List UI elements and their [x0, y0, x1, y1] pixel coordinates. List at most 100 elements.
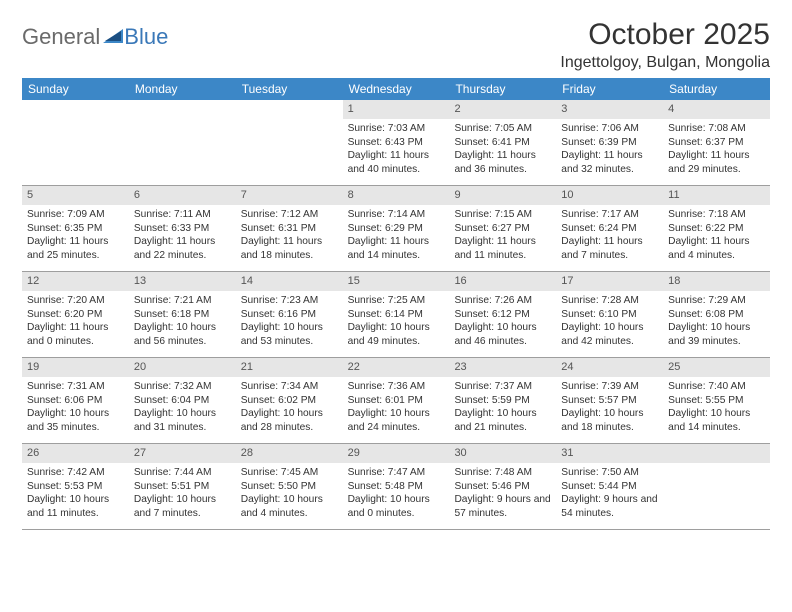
sunset-line: Sunset: 6:39 PM: [561, 136, 658, 150]
sunrise-line: Sunrise: 7:28 AM: [561, 294, 658, 308]
daylight-line: Daylight: 10 hours and 21 minutes.: [454, 407, 551, 435]
day-number: 25: [663, 358, 770, 377]
week-row: 5Sunrise: 7:09 AMSunset: 6:35 PMDaylight…: [22, 186, 770, 272]
day-number: 8: [343, 186, 450, 205]
day-cell: 4Sunrise: 7:08 AMSunset: 6:37 PMDaylight…: [663, 100, 770, 185]
daylight-line: Daylight: 9 hours and 57 minutes.: [454, 493, 551, 521]
daylight-line: Daylight: 10 hours and 31 minutes.: [134, 407, 231, 435]
day-cell: 21Sunrise: 7:34 AMSunset: 6:02 PMDayligh…: [236, 358, 343, 443]
sunset-line: Sunset: 5:50 PM: [241, 480, 338, 494]
day-cell: 5Sunrise: 7:09 AMSunset: 6:35 PMDaylight…: [22, 186, 129, 271]
sunrise-line: Sunrise: 7:15 AM: [454, 208, 551, 222]
day-header-row: Sunday Monday Tuesday Wednesday Thursday…: [22, 78, 770, 100]
day-number: 3: [556, 100, 663, 119]
day-number: 5: [22, 186, 129, 205]
day-number: 30: [449, 444, 556, 463]
sunset-line: Sunset: 6:14 PM: [348, 308, 445, 322]
day-number: 9: [449, 186, 556, 205]
day-cell: 27Sunrise: 7:44 AMSunset: 5:51 PMDayligh…: [129, 444, 236, 529]
day-cell: 10Sunrise: 7:17 AMSunset: 6:24 PMDayligh…: [556, 186, 663, 271]
day-number: 18: [663, 272, 770, 291]
day-number: 17: [556, 272, 663, 291]
day-cell: 25Sunrise: 7:40 AMSunset: 5:55 PMDayligh…: [663, 358, 770, 443]
sunrise-line: Sunrise: 7:25 AM: [348, 294, 445, 308]
empty-day: [129, 100, 236, 185]
day-number: 2: [449, 100, 556, 119]
week-row: 26Sunrise: 7:42 AMSunset: 5:53 PMDayligh…: [22, 444, 770, 530]
day-number: 16: [449, 272, 556, 291]
sunrise-line: Sunrise: 7:18 AM: [668, 208, 765, 222]
sunset-line: Sunset: 6:24 PM: [561, 222, 658, 236]
sunset-line: Sunset: 6:31 PM: [241, 222, 338, 236]
sunrise-line: Sunrise: 7:09 AM: [27, 208, 124, 222]
day-header-saturday: Saturday: [663, 82, 770, 96]
sunrise-line: Sunrise: 7:37 AM: [454, 380, 551, 394]
day-cell: 13Sunrise: 7:21 AMSunset: 6:18 PMDayligh…: [129, 272, 236, 357]
day-cell: 19Sunrise: 7:31 AMSunset: 6:06 PMDayligh…: [22, 358, 129, 443]
sunrise-line: Sunrise: 7:36 AM: [348, 380, 445, 394]
day-header-friday: Friday: [556, 82, 663, 96]
sunset-line: Sunset: 6:43 PM: [348, 136, 445, 150]
daylight-line: Daylight: 10 hours and 56 minutes.: [134, 321, 231, 349]
sunrise-line: Sunrise: 7:14 AM: [348, 208, 445, 222]
sunrise-line: Sunrise: 7:12 AM: [241, 208, 338, 222]
daylight-line: Daylight: 10 hours and 24 minutes.: [348, 407, 445, 435]
day-cell: 3Sunrise: 7:06 AMSunset: 6:39 PMDaylight…: [556, 100, 663, 185]
daylight-line: Daylight: 10 hours and 49 minutes.: [348, 321, 445, 349]
day-number: 26: [22, 444, 129, 463]
sunrise-line: Sunrise: 7:39 AM: [561, 380, 658, 394]
daylight-line: Daylight: 10 hours and 7 minutes.: [134, 493, 231, 521]
day-number: 12: [22, 272, 129, 291]
sunrise-line: Sunrise: 7:21 AM: [134, 294, 231, 308]
day-cell: 12Sunrise: 7:20 AMSunset: 6:20 PMDayligh…: [22, 272, 129, 357]
sunrise-line: Sunrise: 7:31 AM: [27, 380, 124, 394]
sunset-line: Sunset: 6:06 PM: [27, 394, 124, 408]
day-cell: 14Sunrise: 7:23 AMSunset: 6:16 PMDayligh…: [236, 272, 343, 357]
day-cell: 28Sunrise: 7:45 AMSunset: 5:50 PMDayligh…: [236, 444, 343, 529]
daylight-line: Daylight: 10 hours and 28 minutes.: [241, 407, 338, 435]
day-cell: 20Sunrise: 7:32 AMSunset: 6:04 PMDayligh…: [129, 358, 236, 443]
day-number: 13: [129, 272, 236, 291]
sunset-line: Sunset: 5:44 PM: [561, 480, 658, 494]
day-cell: 26Sunrise: 7:42 AMSunset: 5:53 PMDayligh…: [22, 444, 129, 529]
day-cell: 15 Sunrise: 7:25 AMSunset: 6:14 PMDayligh…: [343, 272, 450, 357]
sunset-line: Sunset: 6:20 PM: [27, 308, 124, 322]
daylight-line: Daylight: 11 hours and 0 minutes.: [27, 321, 124, 349]
empty-day: [663, 444, 770, 529]
sunset-line: Sunset: 6:02 PM: [241, 394, 338, 408]
day-number: 27: [129, 444, 236, 463]
logo-text-general: General: [22, 24, 100, 50]
sunrise-line: Sunrise: 7:03 AM: [348, 122, 445, 136]
week-row: 1 Sunrise: 7:03 AMSunset: 6:43 PMDaylight…: [22, 100, 770, 186]
empty-day: [236, 100, 343, 185]
day-number: 28: [236, 444, 343, 463]
daylight-line: Daylight: 11 hours and 40 minutes.: [348, 149, 445, 177]
sunset-line: Sunset: 5:46 PM: [454, 480, 551, 494]
sunset-line: Sunset: 5:53 PM: [27, 480, 124, 494]
sunrise-line: Sunrise: 7:23 AM: [241, 294, 338, 308]
sunset-line: Sunset: 6:16 PM: [241, 308, 338, 322]
day-number: 15: [343, 272, 450, 291]
week-row: 19Sunrise: 7:31 AMSunset: 6:06 PMDayligh…: [22, 358, 770, 444]
day-number: 1: [343, 100, 450, 119]
location: Ingettolgoy, Bulgan, Mongolia: [560, 54, 770, 72]
daylight-line: Daylight: 10 hours and 0 minutes.: [348, 493, 445, 521]
header: General Blue October 2025 Ingettolgoy, B…: [22, 18, 770, 72]
sunset-line: Sunset: 6:35 PM: [27, 222, 124, 236]
sunset-line: Sunset: 5:59 PM: [454, 394, 551, 408]
sunrise-line: Sunrise: 7:17 AM: [561, 208, 658, 222]
sunset-line: Sunset: 6:22 PM: [668, 222, 765, 236]
day-number: 22: [343, 358, 450, 377]
day-cell: 24Sunrise: 7:39 AMSunset: 5:57 PMDayligh…: [556, 358, 663, 443]
sunrise-line: Sunrise: 7:32 AM: [134, 380, 231, 394]
sunrise-line: Sunrise: 7:50 AM: [561, 466, 658, 480]
day-number: 23: [449, 358, 556, 377]
day-number: 11: [663, 186, 770, 205]
sunrise-line: Sunrise: 7:05 AM: [454, 122, 551, 136]
day-cell: 1 Sunrise: 7:03 AMSunset: 6:43 PMDaylight…: [343, 100, 450, 185]
logo-triangle-icon: [103, 27, 123, 48]
day-number: 31: [556, 444, 663, 463]
sunrise-line: Sunrise: 7:34 AM: [241, 380, 338, 394]
day-number: 24: [556, 358, 663, 377]
day-cell: 18Sunrise: 7:29 AMSunset: 6:08 PMDayligh…: [663, 272, 770, 357]
